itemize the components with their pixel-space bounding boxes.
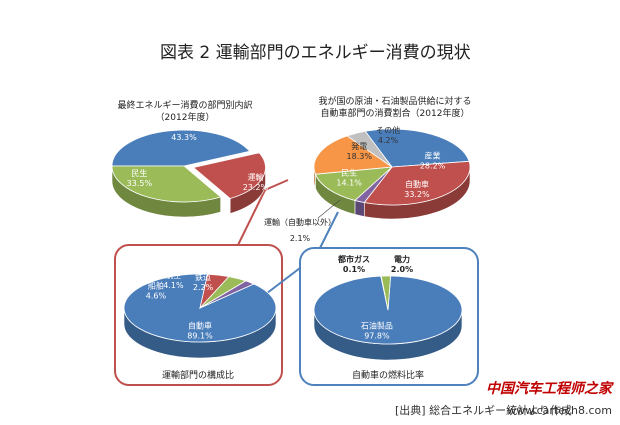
slice-value-label: 2.0%: [391, 265, 413, 274]
pie-slice-2-1: [364, 128, 470, 168]
slice-name-label: 鉄道: [195, 272, 211, 282]
slice-name-label: 民生: [131, 168, 147, 178]
chart4-title: 自動車の燃料比率: [352, 369, 424, 381]
slice-name-label: 産業: [176, 122, 192, 132]
slice-value-label: 2.2%: [193, 283, 214, 292]
slice-value-label: 23.2%: [243, 183, 269, 192]
chart3-title: 運輸部門の構成比: [162, 369, 234, 381]
slice-name-label: 発電: [351, 142, 367, 151]
slice-name-label: 運輸（自動車以外）: [264, 217, 336, 227]
chart2-title: 我が国の原油・石油製品供給に対する: [318, 95, 471, 107]
slice-value-label: 33.5%: [127, 179, 153, 188]
slice-name-label: 電力: [394, 254, 410, 264]
slice-name-label: 都市ガス: [337, 254, 370, 264]
slice-name-label: 自動車: [188, 320, 212, 330]
figure-title: 図表 2 運輸部門のエネルギー消費の現状: [160, 43, 471, 63]
pie-slice-3-4: [199, 280, 255, 309]
slice-value-label: 2.1%: [290, 234, 311, 243]
slice-name-label: 石油製品: [361, 321, 393, 331]
slice-value-label: 14.1%: [336, 178, 362, 187]
chart1-title: 最終エネルギー消費の部門別内訳: [117, 99, 252, 111]
slice-name-label: 産業: [425, 151, 441, 161]
pie-slice-2-6: [346, 130, 393, 168]
slice-value-label: 89.1%: [187, 331, 213, 340]
pie-slice-2-5: [313, 135, 394, 175]
pie-slice-1-2: [192, 152, 266, 199]
slice-name-label: 航空: [165, 270, 181, 280]
slice-value-label: 18.3%: [347, 152, 373, 161]
chart1-subtitle: （2012年度）: [156, 111, 215, 123]
slice-value-label: 43.3%: [171, 133, 197, 142]
callout-transport: [114, 179, 289, 386]
watermark-url: www.cartech8.com: [507, 404, 612, 417]
slice-name-label: 船舶: [148, 280, 164, 290]
slice-name-label: 運輸: [247, 172, 263, 182]
slice-name-label: 民生: [341, 167, 357, 177]
slice-name-label: 自動車: [405, 179, 429, 189]
slice-value-label: 4.1%: [163, 281, 184, 290]
pie-side-2-3: [354, 200, 365, 217]
slice-value-label: 28.2%: [420, 162, 446, 171]
slice-value-label: 0.1%: [343, 265, 365, 274]
slice-value-label: 97.8%: [364, 332, 390, 341]
slice-value-label: 4.6%: [146, 291, 167, 300]
pie-slice-2-4: [314, 166, 394, 201]
source-note: [出典] 総合エネルギー統計より作成: [395, 403, 572, 417]
leader-line: [317, 199, 341, 219]
pie-slice-2-2: [363, 160, 471, 206]
pie-slice-4-3: [380, 275, 392, 311]
chart2-subtitle: 自動車部門の消費割合（2012年度）: [321, 107, 470, 119]
watermark-text: 中国汽车工程师之家: [486, 380, 614, 397]
slice-name-label: その他: [376, 125, 400, 135]
slice-value-label: 33.2%: [404, 190, 430, 199]
pie-slice-1-3: [111, 165, 222, 203]
slice-value-label: 4.2%: [378, 136, 399, 145]
pie-slice-1-1: [111, 129, 251, 167]
